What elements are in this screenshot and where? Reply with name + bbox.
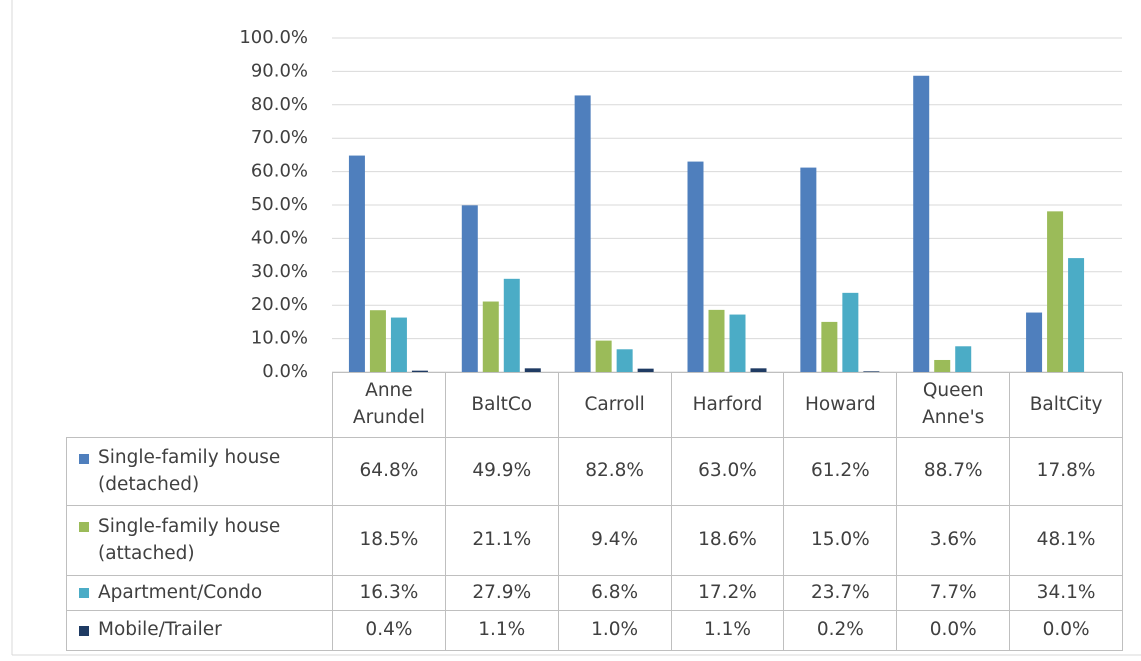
category-label: Anne Arundel [332, 372, 446, 438]
y-tick-label: 80.0% [251, 94, 308, 115]
y-tick-label: 100.0% [239, 27, 308, 48]
legend-swatch [79, 588, 89, 598]
bar [1068, 258, 1085, 372]
bar [482, 301, 499, 372]
table-value: 0.0% [1009, 610, 1123, 651]
legend-entry: Single-family house (detached) [66, 437, 333, 506]
legend-label: Mobile/Trailer [98, 619, 222, 641]
bar [934, 359, 951, 372]
table-value: 17.8% [1009, 437, 1123, 506]
legend-entry: Apartment/Condo [66, 575, 333, 611]
bar [708, 309, 725, 372]
legend-entry: Single-family house (attached) [66, 505, 333, 576]
legend-label: Single-family house (detached) [98, 446, 281, 495]
table-value: 18.5% [332, 505, 446, 576]
table-value: 18.6% [670, 505, 785, 576]
category-label: Queen Anne's [896, 372, 1011, 438]
category-label: Harford [670, 372, 785, 438]
bar [729, 314, 746, 372]
category-label: Howard [783, 372, 898, 438]
table-value: 1.0% [557, 610, 672, 651]
bar [637, 368, 654, 372]
y-tick-label: 10.0% [251, 328, 308, 349]
table-value: 64.8% [332, 437, 446, 506]
bar [863, 371, 880, 372]
bar [800, 167, 817, 372]
table-value: 63.0% [670, 437, 785, 506]
table-value: 27.9% [444, 575, 559, 611]
bar [390, 317, 407, 372]
table-value: 17.2% [670, 575, 785, 611]
y-tick-label: 0.0% [262, 361, 308, 382]
bar [524, 368, 541, 372]
table-value: 3.6% [896, 505, 1011, 576]
bar [348, 155, 365, 372]
legend-swatch [79, 454, 89, 464]
y-tick-label: 70.0% [251, 127, 308, 148]
bar [842, 292, 859, 372]
table-value: 6.8% [557, 575, 672, 611]
table-value: 9.4% [557, 505, 672, 576]
category-label: BaltCity [1009, 372, 1123, 438]
table-value: 1.1% [670, 610, 785, 651]
legend-entry: Mobile/Trailer [66, 610, 333, 651]
table-value: 49.9% [444, 437, 559, 506]
legend-swatch [79, 522, 89, 532]
bar [595, 340, 612, 372]
bar [750, 368, 767, 372]
y-tick-label: 90.0% [251, 60, 308, 81]
table-value: 34.1% [1009, 575, 1123, 611]
bar [1047, 211, 1064, 372]
bar [955, 346, 972, 372]
bar [687, 161, 704, 372]
bar [461, 205, 478, 372]
table-value: 0.0% [896, 610, 1011, 651]
bar [411, 370, 428, 372]
bar [503, 278, 520, 372]
y-tick-label: 50.0% [251, 194, 308, 215]
category-label: BaltCo [444, 372, 559, 438]
table-value: 16.3% [332, 575, 446, 611]
bar [616, 349, 633, 372]
table-value: 15.0% [783, 505, 898, 576]
table-value: 23.7% [783, 575, 898, 611]
bar [1026, 312, 1043, 372]
y-tick-label: 60.0% [251, 161, 308, 182]
y-tick-label: 20.0% [251, 294, 308, 315]
table-value: 0.4% [332, 610, 446, 651]
legend-swatch [79, 625, 89, 636]
table-value: 88.7% [896, 437, 1011, 506]
bar [913, 75, 930, 372]
y-tick-label: 30.0% [251, 261, 308, 282]
table-value: 0.2% [783, 610, 898, 651]
table-value: 48.1% [1009, 505, 1123, 576]
legend-label: Apartment/Condo [98, 581, 263, 603]
legend-label: Single-family house (attached) [98, 515, 281, 564]
table-value: 82.8% [557, 437, 672, 506]
bar [574, 95, 591, 372]
y-tick-label: 40.0% [251, 227, 308, 248]
bar [369, 310, 386, 372]
table-value: 7.7% [896, 575, 1011, 611]
category-label: Carroll [557, 372, 672, 438]
table-value: 21.1% [444, 505, 559, 576]
bar [821, 321, 838, 372]
table-value: 1.1% [444, 610, 559, 651]
table-value: 61.2% [783, 437, 898, 506]
